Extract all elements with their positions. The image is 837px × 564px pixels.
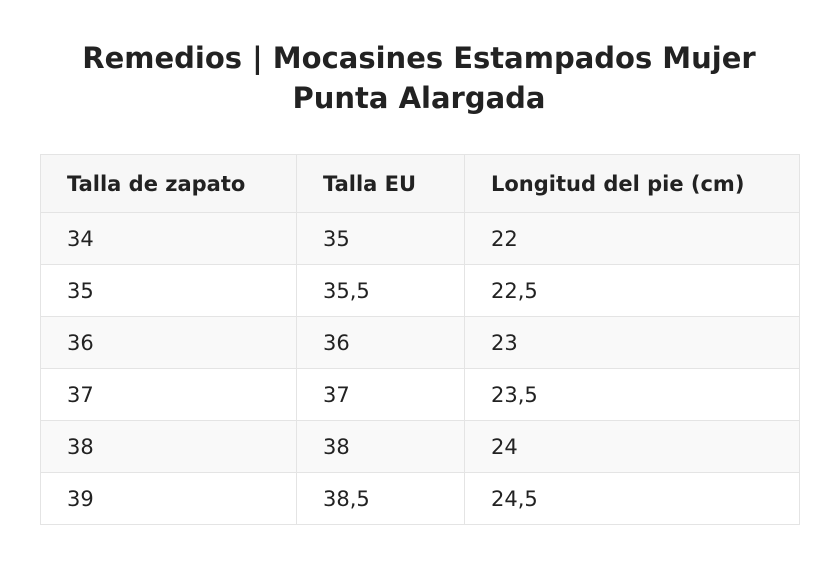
header-eu-size: Talla EU [296,154,465,213]
cell-foot-length: 23 [464,316,800,369]
cell-shoe-size: 37 [40,368,297,421]
table-header-row: Talla de zapato Talla EU Longitud del pi… [40,154,800,213]
cell-foot-length: 22 [464,212,800,265]
cell-shoe-size: 36 [40,316,297,369]
cell-shoe-size: 35 [40,264,297,317]
table-row: 37 37 23,5 [40,368,800,421]
header-shoe-size: Talla de zapato [40,154,297,213]
table-row: 35 35,5 22,5 [40,264,800,317]
table-row: 36 36 23 [40,316,800,369]
cell-eu-size: 35,5 [296,264,465,317]
cell-eu-size: 37 [296,368,465,421]
cell-eu-size: 38 [296,420,465,473]
table-row: 34 35 22 [40,212,800,265]
table-row: 38 38 24 [40,420,800,473]
cell-foot-length: 23,5 [464,368,800,421]
cell-shoe-size: 39 [40,472,297,525]
page-title: Remedios | Mocasines Estampados Mujer Pu… [82,41,756,115]
cell-shoe-size: 34 [40,212,297,265]
cell-foot-length: 22,5 [464,264,800,317]
table-row: 39 38,5 24,5 [40,472,800,525]
cell-shoe-size: 38 [40,420,297,473]
cell-foot-length: 24 [464,420,800,473]
size-table: Talla de zapato Talla EU Longitud del pi… [40,154,800,525]
cell-eu-size: 35 [296,212,465,265]
header-foot-length: Longitud del pie (cm) [464,154,800,213]
cell-foot-length: 24,5 [464,472,800,525]
cell-eu-size: 36 [296,316,465,369]
cell-eu-size: 38,5 [296,472,465,525]
